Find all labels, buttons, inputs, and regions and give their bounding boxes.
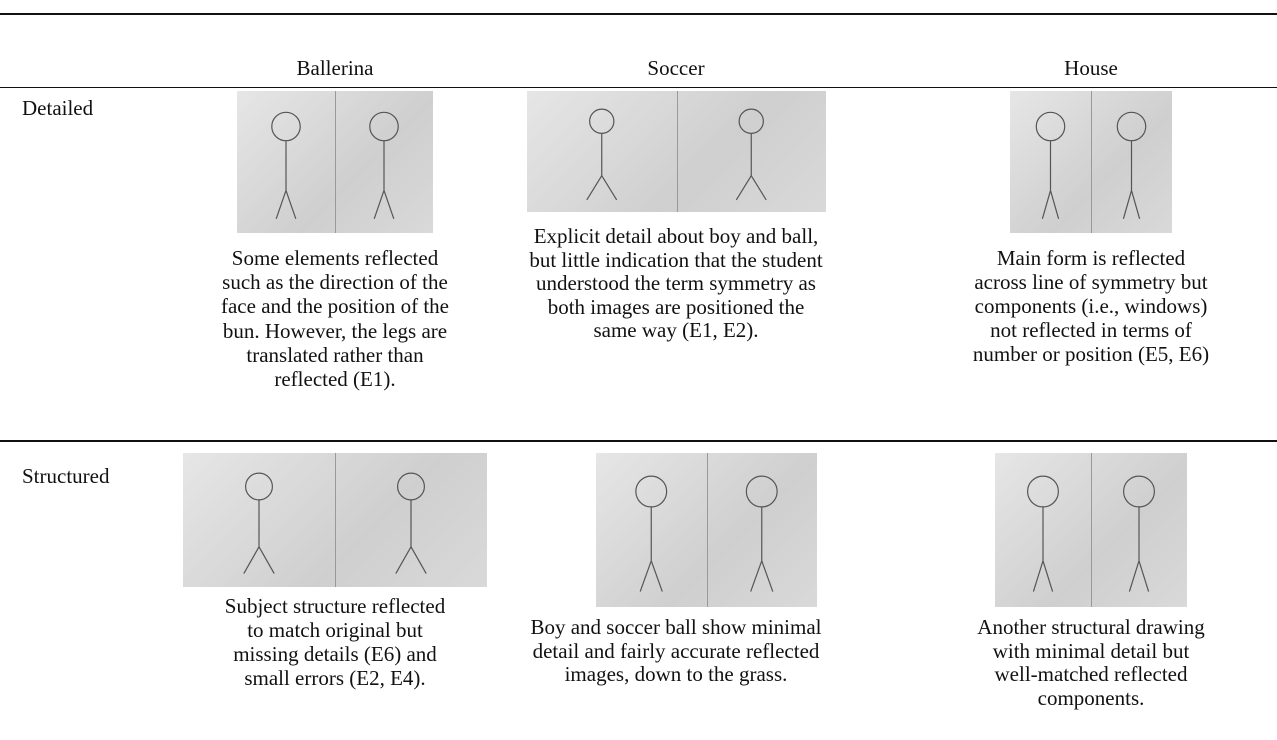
caption-line: Subject structure reflected [224, 594, 446, 618]
sketch [586, 108, 767, 201]
caption-line: with minimal detail but [992, 638, 1190, 663]
caption-line: across line of symmetry but [974, 270, 1208, 294]
column-header: House [1064, 56, 1118, 80]
drawing-photo [1010, 91, 1172, 233]
caption-line: number or position (E5, E6) [972, 342, 1210, 366]
caption-line: Another structural drawing [977, 615, 1205, 639]
sketch [243, 472, 427, 574]
caption-line: face and the position of the [220, 294, 450, 319]
caption-line: components (i.e., windows) [974, 294, 1208, 318]
caption-line: both images are positioned the [547, 294, 805, 319]
column-header: Ballerina [296, 56, 374, 80]
drawing-photo [237, 91, 433, 233]
row-label: Detailed [22, 96, 94, 120]
caption-line: not reflected in terms of [990, 318, 1192, 342]
caption-line: components. [1037, 686, 1145, 711]
caption-line: Boy and soccer ball show minimal [530, 615, 822, 639]
caption-line: detail and fairly accurate reflected [532, 638, 820, 663]
caption-line: bun. However, the legs are [222, 318, 448, 343]
drawing-photo [183, 453, 487, 587]
caption-line: such as the direction of the [222, 270, 448, 295]
caption-line: small errors (E2, E4). [244, 666, 426, 690]
sketch [271, 111, 399, 219]
caption-line: same way (E1, E2). [593, 318, 759, 343]
sketch [635, 475, 778, 592]
sketch [1035, 111, 1147, 219]
caption-line: Explicit detail about boy and ball, [533, 224, 819, 248]
caption-line: images, down to the grass. [564, 662, 788, 687]
caption-line: missing details (E6) and [233, 642, 437, 666]
caption-line: reflected (E1). [274, 367, 396, 391]
header-rule [0, 87, 1277, 88]
column-header: Soccer [647, 56, 705, 80]
caption-line: well-matched reflected [994, 662, 1188, 687]
drawing-photo [527, 91, 826, 212]
row-label: Structured [22, 464, 110, 488]
caption-line: to match original but [247, 618, 423, 642]
caption-line: Main form is reflected [996, 246, 1186, 270]
top-rule [0, 13, 1277, 15]
row-rule [0, 440, 1277, 442]
caption-line: translated rather than [246, 342, 424, 367]
caption-line: Some elements reflected [231, 246, 439, 270]
sketch [1026, 475, 1156, 592]
drawing-photo [596, 453, 817, 607]
caption-line: understood the term symmetry as [536, 271, 816, 296]
drawing-photo [995, 453, 1187, 607]
caption-line: but little indication that the student [529, 247, 823, 272]
